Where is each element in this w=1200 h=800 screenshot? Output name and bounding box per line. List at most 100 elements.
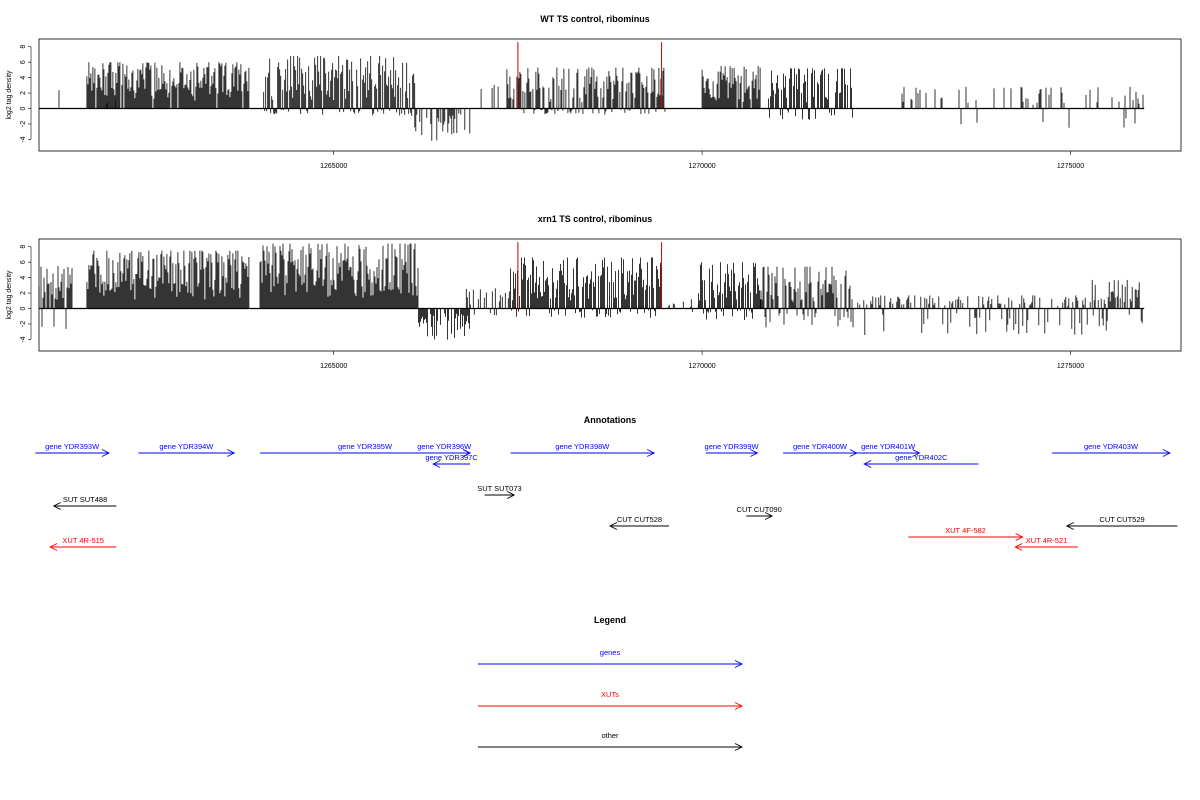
annotation-feature: gene YDR397C [425,453,478,468]
feature-arrow-head [863,460,872,468]
annotations-title: Annotations [584,415,637,425]
annotation-feature: gene YDR400W [783,442,858,457]
annotation-feature: CUT CUT528 [608,515,669,530]
y-tick-label: -2 [20,121,27,127]
annotation-feature: gene YDR394W [138,442,236,457]
chart-title: xrn1 TS control, ribominus [538,214,653,224]
y-tick-label: 8 [20,45,27,49]
y-tick-label: 0 [20,106,27,110]
plot-frame [38,238,1182,352]
feature-arrow-head [750,449,759,457]
annotation-label: gene YDR400W [793,442,848,451]
feature-arrow-head [647,449,656,457]
legend-title: Legend [594,615,626,625]
annotation-label: gene YDR403W [1084,442,1139,451]
annotation-label: gene YDR395W [338,442,393,451]
legend-label: other [601,731,619,740]
annotation-feature: gene YDR399W [705,442,760,457]
annotation-label: gene YDR399W [705,442,760,451]
annotation-label: gene YDR398W [555,442,610,451]
annotation-label: gene YDR396W [417,442,472,451]
y-tick-label: -2 [20,321,27,327]
annotation-label: SUT SUT488 [63,495,107,504]
y-axis: -4 -2 0 2 4 6 8 [20,45,32,143]
feature-arrow-head [49,543,58,551]
y-tick-label: 2 [20,91,27,95]
annotation-features: gene YDR393W gene YDR394W gene YDR395W gene… [35,442,1178,551]
annotation-label: CUT CUT090 [737,505,782,514]
annotation-label: XUT 4R-521 [1026,536,1068,545]
chart-title: WT TS control, ribominus [540,14,650,24]
annotation-label: gene YDR402C [895,453,948,462]
annotation-label: XUT 4R-515 [62,536,104,545]
annotation-label: gene YDR394W [159,442,214,451]
annotation-feature: XUT 4F-582 [908,526,1024,541]
annotation-feature: CUT CUT090 [737,505,782,520]
annotation-feature: XUT 4R-521 [1014,536,1078,551]
feature-arrow-head [1014,543,1023,551]
x-tick-label: 1265000 [320,163,347,170]
annotation-feature: gene YDR403W [1052,442,1171,457]
annotation-label: gene YDR397C [425,453,478,462]
annotation-label: XUT 4F-582 [945,526,986,535]
annotations-track: Annotations gene YDR393W gene YDR394W gene… [35,415,1178,551]
annotation-feature: gene YDR402C [863,453,979,468]
feature-arrow-head [764,512,774,520]
y-tick-label: 2 [20,291,27,295]
legend-label: genes [600,648,621,657]
feature-arrow-head [462,449,472,457]
y-tick-label: -4 [20,136,27,142]
annotation-label: gene YDR401W [861,442,916,451]
feature-arrow-head [608,522,618,530]
y-tick-label: 8 [20,245,27,249]
y-tick-label: -4 [20,336,27,342]
annotation-feature: XUT 4R-515 [49,536,117,551]
feature-arrow-head [734,743,744,751]
y-axis-label: log2 tag density [6,70,13,120]
annotation-feature: gene YDR396W [417,442,472,457]
y-tick-label: 6 [20,60,27,64]
annotation-feature: gene YDR401W [856,442,921,457]
legend-items: genes XUTs other [478,648,744,751]
x-tick-label: 1275000 [1057,363,1084,370]
annotation-label: CUT CUT528 [617,515,662,524]
plot-frame [38,38,1182,152]
x-tick-label: 1270000 [688,163,715,170]
x-tick-label: 1265000 [320,363,347,370]
legend-item-xut: XUTs [478,690,744,710]
density-bars [38,242,1145,340]
x-axis: 1265000 1270000 1275000 [320,351,1084,370]
annotation-label: SUT SUT073 [477,484,521,493]
feature-arrow-head [734,660,744,668]
y-tick-label: 4 [20,76,27,80]
legend: Legend genes XUTs other [478,615,744,751]
x-tick-label: 1270000 [688,363,715,370]
y-axis: -4 -2 0 2 4 6 8 [20,245,32,343]
feature-arrow-head [227,449,236,457]
legend-label: XUTs [601,690,619,699]
annotation-feature: gene YDR393W [35,442,110,457]
feature-arrow-head [101,449,110,457]
y-tick-label: 0 [20,306,27,310]
feature-arrow-head [52,502,61,510]
feature-arrow-head [432,460,441,468]
annotation-feature: SUT SUT073 [477,484,522,499]
annotation-label: gene YDR393W [45,442,100,451]
y-tick-label: 6 [20,260,27,264]
density-bars [39,42,1145,141]
panel-wt: WT TS control, ribominus log2 tag densit… [6,14,1182,170]
annotation-feature: SUT SUT488 [52,495,117,510]
annotation-feature: CUT CUT529 [1065,515,1178,530]
annotation-label: CUT CUT529 [1099,515,1144,524]
annotation-feature: gene YDR398W [510,442,656,457]
feature-arrow-head [1162,449,1171,457]
feature-arrow-head [507,491,516,499]
y-tick-label: 4 [20,276,27,280]
panel-xrn1: xrn1 TS control, ribominus log2 tag dens… [6,214,1182,370]
x-axis: 1265000 1270000 1275000 [320,151,1084,170]
feature-arrow-head [1015,533,1024,541]
feature-arrow-head [1065,522,1075,530]
legend-item-other: other [478,731,744,751]
y-axis-label: log2 tag density [6,270,13,320]
